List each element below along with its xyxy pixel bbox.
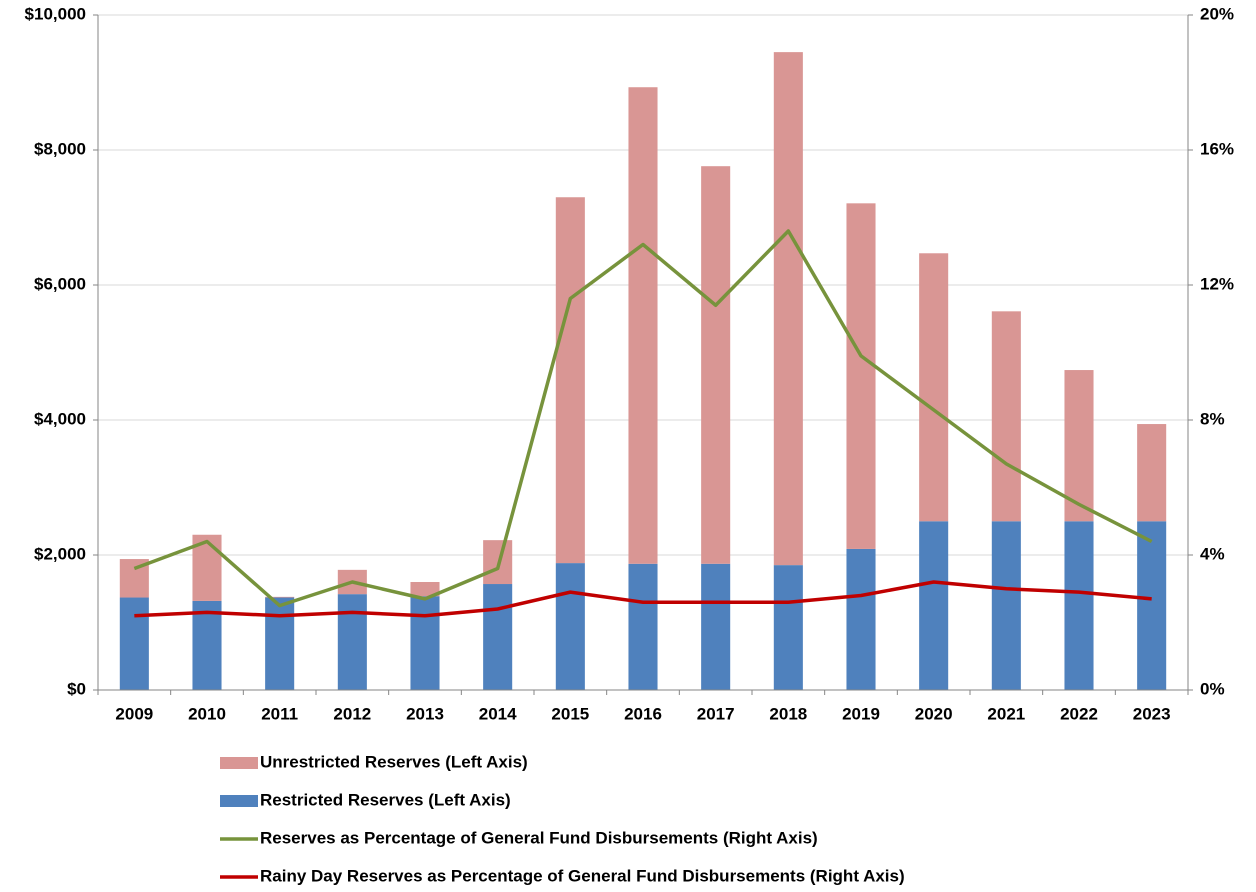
bar bbox=[628, 563, 658, 690]
bar bbox=[1064, 370, 1094, 522]
x-tick-label: 2011 bbox=[261, 704, 298, 723]
y2-tick-label: 0% bbox=[1200, 679, 1225, 698]
y-tick-label: $6,000 bbox=[34, 274, 86, 293]
y-tick-label: $0 bbox=[67, 679, 86, 698]
bar bbox=[555, 563, 585, 690]
bar bbox=[337, 594, 367, 690]
bar bbox=[628, 87, 658, 564]
x-tick-label: 2009 bbox=[115, 704, 153, 723]
x-tick-label: 2012 bbox=[333, 704, 371, 723]
x-tick-label: 2020 bbox=[915, 704, 953, 723]
line-series bbox=[133, 229, 1153, 608]
bar bbox=[919, 521, 949, 690]
x-tick-label: 2023 bbox=[1133, 704, 1171, 723]
x-tick-label: 2013 bbox=[406, 704, 444, 723]
line-series bbox=[134, 580, 1152, 618]
bar bbox=[701, 563, 731, 690]
bar bbox=[119, 597, 149, 690]
x-tick-label: 2010 bbox=[188, 704, 226, 723]
bar bbox=[410, 582, 440, 597]
x-tick-label: 2022 bbox=[1060, 704, 1098, 723]
bar bbox=[919, 253, 949, 522]
y-tick-label: $2,000 bbox=[34, 544, 86, 563]
bar bbox=[1064, 521, 1094, 690]
y2-tick-label: 16% bbox=[1200, 139, 1234, 158]
bar bbox=[991, 311, 1021, 522]
bar bbox=[265, 596, 295, 598]
legend-swatch bbox=[220, 757, 258, 769]
x-tick-label: 2015 bbox=[551, 704, 589, 723]
y2-tick-label: 12% bbox=[1200, 274, 1234, 293]
y-tick-label: $8,000 bbox=[34, 139, 86, 158]
bar bbox=[846, 203, 876, 549]
x-tick-label: 2016 bbox=[624, 704, 662, 723]
y2-tick-label: 8% bbox=[1200, 409, 1225, 428]
bar bbox=[555, 197, 585, 564]
bar bbox=[701, 166, 731, 564]
bar bbox=[483, 584, 513, 690]
bar bbox=[192, 600, 222, 690]
legend-label: Reserves as Percentage of General Fund D… bbox=[260, 828, 818, 847]
bar bbox=[773, 52, 803, 566]
x-tick-label: 2018 bbox=[769, 704, 807, 723]
legend-label: Rainy Day Reserves as Percentage of Gene… bbox=[260, 866, 905, 885]
legend-label: Unrestricted Reserves (Left Axis) bbox=[260, 752, 528, 771]
y-tick-label: $4,000 bbox=[34, 409, 86, 428]
bar bbox=[846, 548, 876, 690]
y-tick-label: $10,000 bbox=[25, 4, 86, 23]
x-tick-label: 2021 bbox=[987, 704, 1025, 723]
legend-label: Restricted Reserves (Left Axis) bbox=[260, 790, 511, 809]
x-tick-label: 2014 bbox=[479, 704, 517, 723]
bar bbox=[265, 597, 295, 690]
x-tick-label: 2017 bbox=[697, 704, 735, 723]
bar bbox=[991, 521, 1021, 690]
bar bbox=[1137, 521, 1167, 690]
y2-tick-label: 4% bbox=[1200, 544, 1225, 563]
x-tick-label: 2019 bbox=[842, 704, 880, 723]
legend-swatch bbox=[220, 795, 258, 807]
bar bbox=[410, 596, 440, 690]
y2-tick-label: 20% bbox=[1200, 4, 1234, 23]
bar bbox=[773, 565, 803, 690]
bar bbox=[1137, 424, 1167, 522]
